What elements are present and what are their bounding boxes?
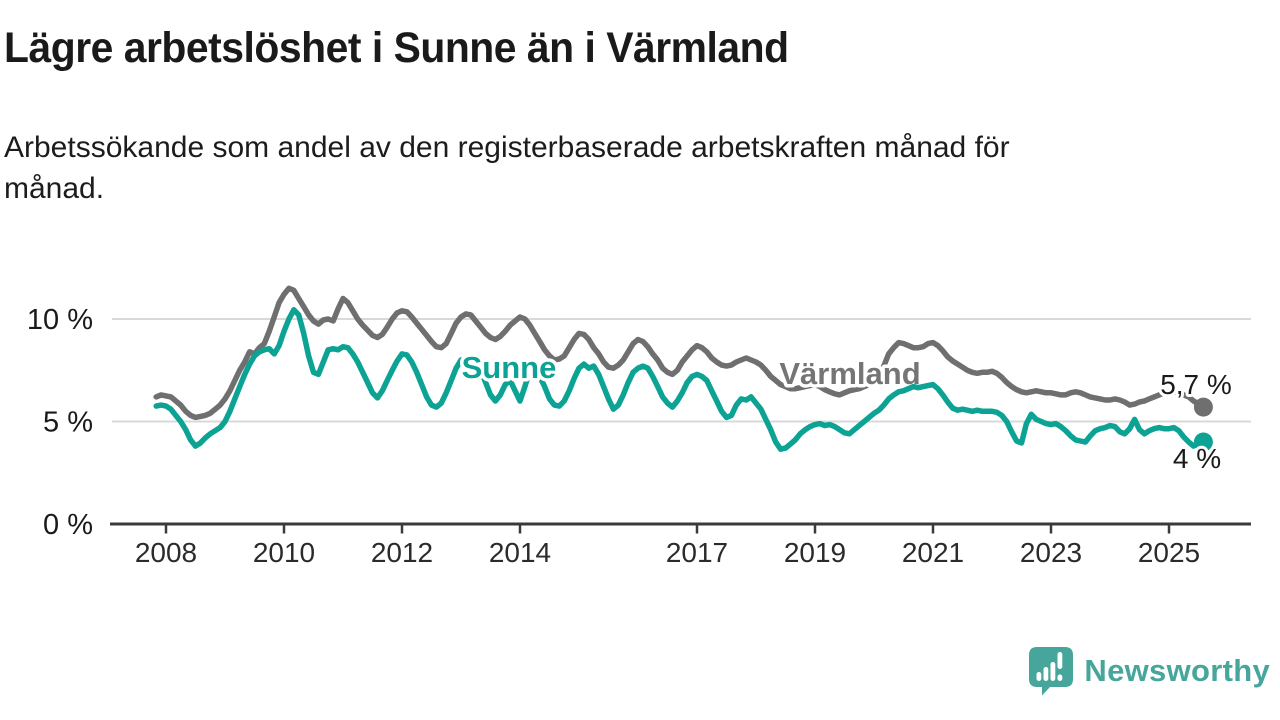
- sunne-end-dot: [1193, 432, 1213, 452]
- x-axis-label: 2010: [253, 537, 315, 568]
- varmland-end-dot: [1193, 397, 1213, 417]
- logo-exclamation-dot: [1057, 674, 1063, 681]
- sunne-series-label: Sunne: [462, 350, 557, 385]
- varmland-line: [153, 285, 1207, 421]
- x-axis-label: 2025: [1138, 537, 1200, 568]
- y-axis-label: 5 %: [43, 407, 93, 439]
- y-axis-label: 10 %: [27, 304, 93, 336]
- varmland-series-label: Värmland: [779, 356, 920, 391]
- x-axis-label: 2021: [902, 537, 964, 568]
- logo-bar-1: [1036, 672, 1042, 681]
- sunne-end-value-label: 4 %: [1173, 443, 1221, 474]
- x-axis-label: 2017: [666, 537, 728, 568]
- x-axis-label: 2008: [135, 537, 197, 568]
- newsworthy-logo: Newsworthy: [1028, 646, 1270, 696]
- x-axis-label: 2023: [1020, 537, 1082, 568]
- x-axis-label: 2012: [371, 537, 433, 568]
- varmland-end-value-label: 5,7 %: [1160, 369, 1232, 400]
- newsworthy-logo-icon: [1029, 647, 1074, 696]
- x-axis-label: 2014: [489, 537, 551, 568]
- logo-bar-3: [1050, 662, 1056, 681]
- newsworthy-logo-text: Newsworthy: [1084, 653, 1270, 688]
- logo-exclamation-stem: [1057, 652, 1063, 669]
- y-axis-label: 0 %: [43, 509, 93, 541]
- sunne-line: [153, 307, 1207, 452]
- x-axis-label: 2019: [784, 537, 846, 568]
- chart-subtitle: Arbetssökande som andel av den registerb…: [4, 131, 1010, 205]
- chart-title: Lägre arbetslöshet i Sunne än i Värmland: [4, 24, 789, 72]
- logo-bar-2: [1043, 667, 1049, 681]
